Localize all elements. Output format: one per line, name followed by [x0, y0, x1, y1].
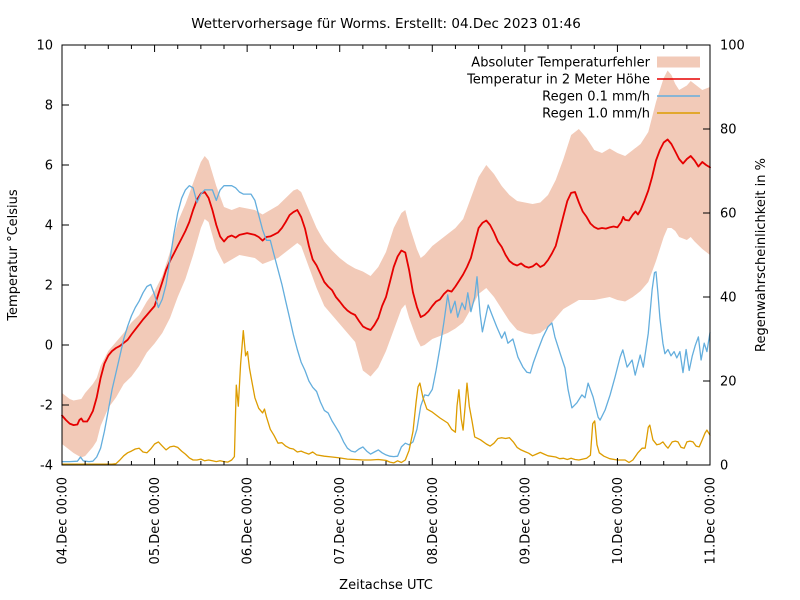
x-tick-label: 08.Dec 00:00 — [426, 477, 441, 564]
y-right-tick-label: 100 — [720, 39, 745, 54]
y-left-tick-label: 8 — [45, 99, 53, 114]
y-left-axis-label: Temperatur °Celsius — [6, 189, 21, 322]
legend-label: Regen 0.1 mm/h — [542, 90, 650, 105]
x-axis-label: Zeitachse UTC — [339, 578, 433, 593]
y-left-tick-label: 4 — [45, 219, 53, 234]
legend-label: Regen 1.0 mm/h — [542, 107, 650, 122]
legend: Absoluter Temperaturfehler Temperatur in … — [466, 56, 700, 122]
y-right-tick-label: 40 — [720, 291, 737, 306]
legend-label: Absoluter Temperaturfehler — [471, 56, 650, 71]
y-right-axis-label: Regenwahrscheinlichkeit in % — [754, 158, 769, 352]
y-left-tick-label: 6 — [45, 159, 53, 174]
legend-label: Temperatur in 2 Meter Höhe — [466, 73, 650, 88]
y-left-tick-label: -4 — [40, 459, 53, 474]
axes: 04.Dec 00:00 05.Dec 00:00 06.Dec 00:00 07.D… — [36, 39, 744, 565]
temperature-error-band — [62, 70, 710, 458]
legend-band-swatch — [657, 56, 700, 68]
y-right-tick-label: 20 — [720, 375, 737, 390]
x-tick-label: 06.Dec 00:00 — [241, 477, 256, 564]
y-right-tick-label: 80 — [720, 123, 737, 138]
y-left-tick-label: 0 — [45, 339, 53, 354]
x-tick-label: 09.Dec 00:00 — [518, 477, 533, 564]
plot-area — [61, 70, 711, 465]
y-left-tick-label: 2 — [45, 279, 53, 294]
chart-title: Wettervorhersage für Worms. Erstellt: 04… — [191, 16, 581, 32]
x-tick-label: 05.Dec 00:00 — [148, 477, 163, 564]
rain-01mm-line — [61, 185, 711, 463]
x-tick-label: 11.Dec 00:00 — [704, 477, 719, 564]
x-tick-label: 04.Dec 00:00 — [56, 477, 71, 564]
rain-10mm-line — [61, 329, 711, 465]
y-left-tick-label: 10 — [36, 39, 53, 54]
x-tick-label: 10.Dec 00:00 — [611, 477, 626, 564]
y-left-tick-label: -2 — [40, 399, 53, 414]
x-tick-label: 07.Dec 00:00 — [333, 477, 348, 564]
plot-border — [61, 44, 711, 466]
temperature-2m-line — [61, 138, 711, 427]
y-right-tick-label: 0 — [720, 459, 728, 474]
y-right-tick-label: 60 — [720, 207, 737, 222]
